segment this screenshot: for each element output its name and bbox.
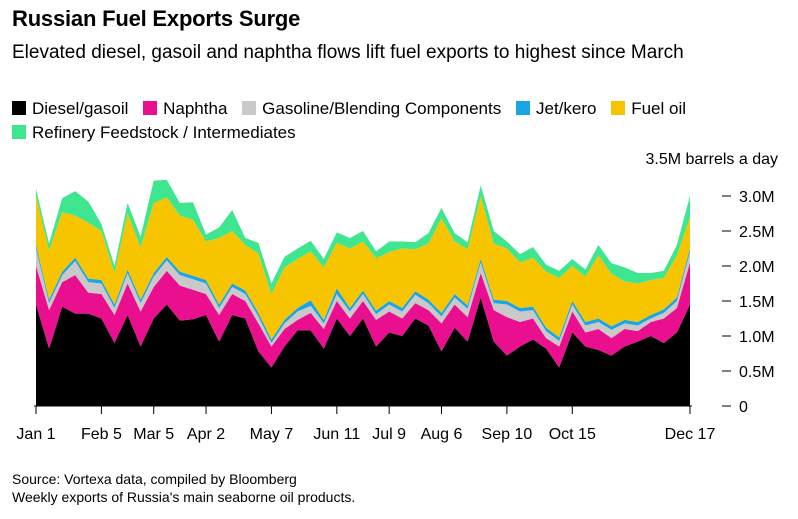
x-tick-label: Apr 2 bbox=[187, 426, 225, 443]
description-note: Weekly exports of Russia's main seaborne… bbox=[12, 489, 356, 505]
area-feedstock bbox=[36, 179, 690, 294]
x-tick-label: Feb 5 bbox=[81, 426, 122, 443]
legend-label-feedstock: Refinery Feedstock / Intermediates bbox=[32, 123, 296, 142]
area-diesel bbox=[36, 297, 690, 406]
legend-swatch-naphtha bbox=[143, 101, 158, 115]
y-tick-label: 2.5M bbox=[739, 224, 775, 241]
legend-item-naphtha: Naphtha bbox=[143, 97, 227, 121]
x-tick-label: Aug 6 bbox=[421, 426, 463, 443]
source-note: Source: Vortexa data, compiled by Bloomb… bbox=[12, 471, 297, 487]
x-tick-label: Dec 17 bbox=[665, 426, 716, 443]
legend-label-naphtha: Naphtha bbox=[163, 99, 228, 118]
area-naphtha bbox=[36, 262, 690, 368]
chart-title: Russian Fuel Exports Surge bbox=[12, 6, 301, 31]
x-tick-label: Oct 15 bbox=[549, 426, 596, 443]
legend-swatch-fuel-oil bbox=[611, 101, 626, 115]
y-unit-label: 3.5M barrels a day bbox=[645, 151, 778, 168]
legend-label-gasoline: Gasoline/Blending Components bbox=[262, 99, 502, 118]
legend-item-gasoline: Gasoline/Blending Components bbox=[242, 97, 501, 121]
y-tick-label: 3.0M bbox=[739, 189, 775, 206]
y-tick-label: 0.5M bbox=[739, 364, 775, 381]
area-jet bbox=[36, 245, 690, 343]
legend-label-fuel-oil: Fuel oil bbox=[631, 99, 687, 118]
area-series-group bbox=[36, 179, 690, 406]
y-tick-label: 1.5M bbox=[739, 294, 775, 311]
chart-subtitle: Elevated diesel, gasoil and naphtha flow… bbox=[12, 42, 684, 63]
legend-swatch-gasoline bbox=[242, 101, 257, 115]
legend-label-jet: Jet/kero bbox=[535, 99, 597, 118]
legend-swatch-diesel bbox=[12, 101, 26, 115]
x-tick-label: Jan 1 bbox=[16, 426, 55, 443]
y-tick-label: 2.0M bbox=[739, 259, 775, 276]
legend-swatch-jet bbox=[515, 101, 530, 115]
x-tick-label: Jul 9 bbox=[372, 426, 406, 443]
legend-item-jet: Jet/kero bbox=[515, 97, 597, 121]
y-tick-label: 0 bbox=[739, 399, 748, 416]
x-tick-label: Mar 5 bbox=[133, 426, 174, 443]
axes-group: 0 0.5M 1.0M 1.5M 2.0M 2.5M 3.0M Jan 1 Feb 5 Mar 5… bbox=[16, 189, 774, 443]
legend: Diesel/gasoil Naphtha Gasoline/Blending … bbox=[12, 97, 772, 145]
footer: Source: Vortexa data, compiled by Bloomb… bbox=[12, 470, 355, 506]
legend-swatch-feedstock bbox=[12, 125, 26, 139]
area-gasoline bbox=[36, 248, 690, 347]
legend-item-fuel-oil: Fuel oil bbox=[611, 97, 686, 121]
legend-item-diesel: Diesel/gasoil bbox=[12, 97, 128, 121]
y-tick-label: 1.0M bbox=[739, 329, 775, 346]
x-tick-label: Sep 10 bbox=[482, 426, 533, 443]
legend-item-feedstock: Refinery Feedstock / Intermediates bbox=[12, 121, 296, 145]
x-tick-label: Jun 11 bbox=[313, 426, 360, 443]
legend-label-diesel: Diesel/gasoil bbox=[32, 99, 129, 118]
area-fuel_oil bbox=[36, 196, 690, 340]
x-tick-label: May 7 bbox=[250, 426, 294, 443]
